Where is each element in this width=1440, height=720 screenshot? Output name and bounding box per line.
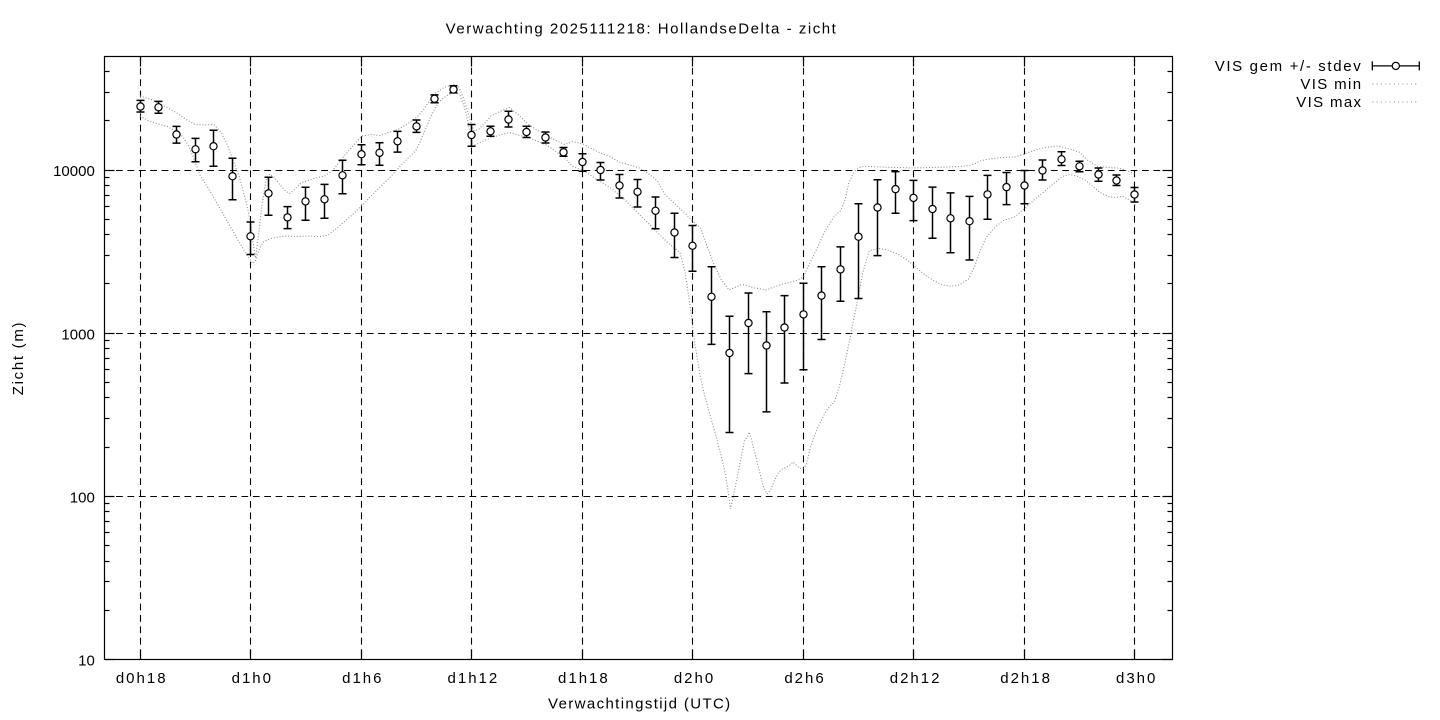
svg-text:d3h0: d3h0 (1116, 670, 1157, 687)
svg-text:100: 100 (70, 489, 95, 506)
svg-text:d2h6: d2h6 (784, 670, 825, 687)
svg-text:d2h12: d2h12 (890, 670, 942, 687)
svg-text:d2h0: d2h0 (674, 670, 715, 687)
svg-text:10000: 10000 (53, 163, 95, 180)
svg-text:d1h18: d1h18 (558, 670, 610, 687)
svg-text:10: 10 (78, 652, 95, 669)
svg-text:Verwachtingstijd (UTC): Verwachtingstijd (UTC) (548, 696, 732, 713)
svg-text:d1h0: d1h0 (232, 670, 273, 687)
svg-text:Zicht (m): Zicht (m) (10, 321, 27, 395)
svg-text:1000: 1000 (61, 326, 94, 343)
svg-text:Verwachting 2025111218: Hollan: Verwachting 2025111218: HollandseDelta -… (446, 21, 838, 38)
svg-text:d2h18: d2h18 (1000, 670, 1052, 687)
svg-text:VIS max: VIS max (1296, 94, 1362, 111)
svg-text:d0h18: d0h18 (116, 670, 168, 687)
svg-text:VIS min: VIS min (1300, 76, 1362, 93)
svg-text:d1h6: d1h6 (342, 670, 383, 687)
svg-text:d1h12: d1h12 (448, 670, 500, 687)
svg-text:VIS gem +/- stdev: VIS gem +/- stdev (1215, 58, 1363, 75)
